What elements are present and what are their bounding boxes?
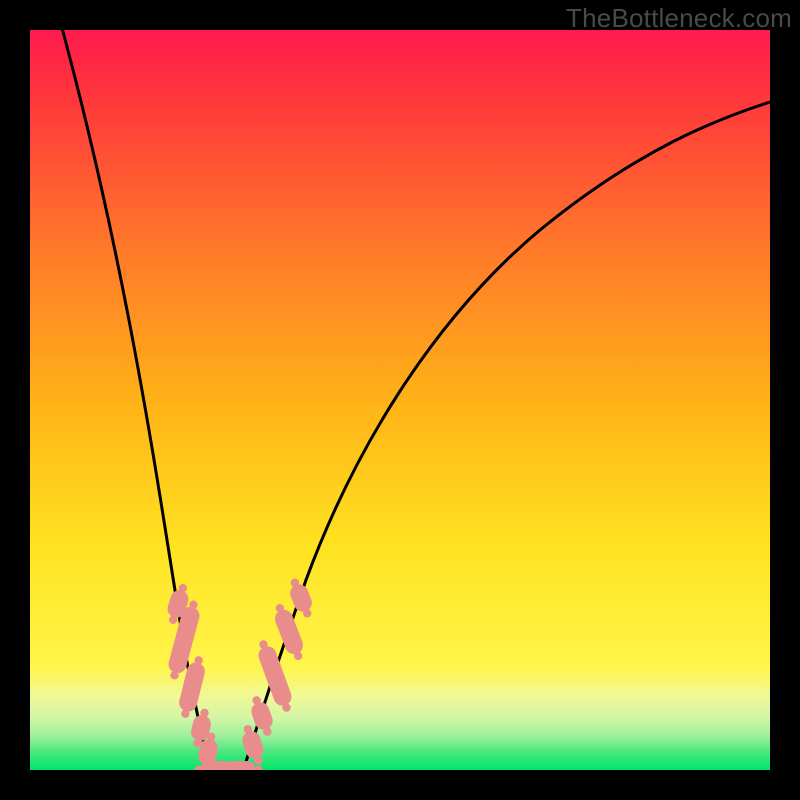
chart-curves	[0, 0, 800, 800]
watermark-text: TheBottleneck.com	[566, 3, 792, 34]
chart-canvas: TheBottleneck.com	[0, 0, 800, 800]
